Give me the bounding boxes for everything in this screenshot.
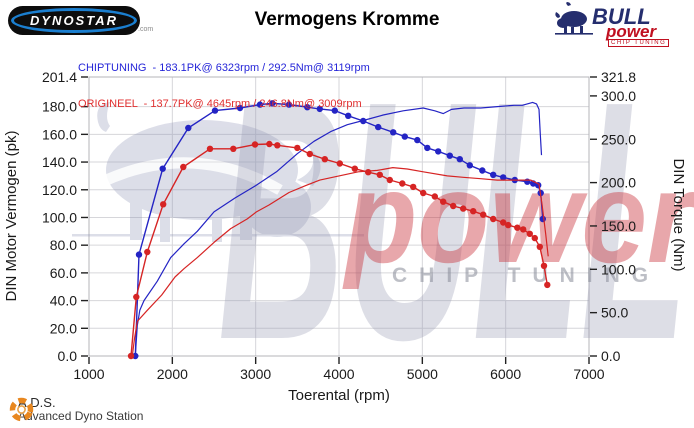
chip-tuning-logo-text: CHIP TUNING — [608, 39, 670, 47]
ads-swirl-icon — [9, 397, 34, 422]
svg-text:100.0: 100.0 — [601, 261, 636, 277]
svg-text:0.0: 0.0 — [58, 348, 78, 364]
svg-text:50.0: 50.0 — [601, 305, 628, 321]
svg-text:20.0: 20.0 — [50, 320, 77, 336]
svg-text:5000: 5000 — [407, 366, 438, 382]
svg-text:321.8: 321.8 — [601, 69, 636, 85]
svg-text:3000: 3000 — [240, 366, 271, 382]
series-left-d62424 — [131, 167, 549, 357]
svg-text:2000: 2000 — [157, 366, 188, 382]
x-axis-title: Toerental (rpm) — [288, 387, 390, 404]
svg-text:200.0: 200.0 — [601, 175, 636, 191]
bull-logo-text: BULL — [592, 4, 651, 29]
power-logo-text: power — [606, 22, 657, 41]
svg-text:6000: 6000 — [490, 366, 521, 382]
ads-abbr: A.D.S. — [18, 395, 56, 410]
svg-text:100.0: 100.0 — [42, 209, 77, 225]
svg-text:180.0: 180.0 — [42, 99, 77, 115]
svg-text:7000: 7000 — [573, 366, 604, 382]
svg-text:140.0: 140.0 — [42, 154, 77, 170]
dynostar-logo-text: DYNOSTAR — [30, 13, 118, 28]
ads-full-name: Advanced Dyno Station — [18, 409, 144, 423]
axis-layer: 0.0 20.0 40.0 60.0 80.0 100.0 120.0 140.0 160.0 1… — [42, 69, 636, 382]
svg-text:80.0: 80.0 — [50, 237, 77, 253]
legend-chiptuning: CHIPTUNING - 183.1PK@ 6323rpm / 292.5Nm@… — [78, 62, 370, 74]
svg-text:1000: 1000 — [73, 366, 104, 382]
chart-legend: CHIPTUNING - 183.1PK@ 6323rpm / 292.5Nm@… — [78, 38, 370, 134]
svg-text:201.4: 201.4 — [42, 69, 77, 85]
dynostar-domain-text: .com — [138, 26, 154, 33]
page-title: Vermogens Kromme — [254, 9, 440, 30]
chip-tuning-text-watermark: CHIP TUNING — [392, 264, 660, 287]
dynostar-logo: DYNOSTAR — [8, 6, 140, 35]
svg-text:300.0: 300.0 — [601, 88, 636, 104]
legend-origineel: ORIGINEEL - 137.7PK@ 4645rpm / 246.8Nm@ … — [78, 98, 362, 110]
svg-text:60.0: 60.0 — [50, 265, 77, 281]
y-axis-left-title: DIN Motor Vermogen (pk) — [3, 131, 20, 302]
svg-text:250.0: 250.0 — [601, 131, 636, 147]
bull-icon — [555, 2, 593, 35]
y-axis-right-title: DIN Torque (Nm) — [670, 158, 687, 271]
series-layer — [127, 100, 551, 360]
bull-text-watermark: BULL — [218, 31, 688, 411]
bullpower-logo: BULL power CHIP TUNING — [554, 2, 670, 49]
svg-text:0.0: 0.0 — [601, 348, 621, 364]
svg-text:40.0: 40.0 — [50, 293, 77, 309]
series-right-d62424 — [127, 140, 551, 360]
grid-layer — [88, 76, 590, 357]
svg-text:4000: 4000 — [323, 366, 354, 382]
svg-text:160.0: 160.0 — [42, 126, 77, 142]
svg-text:120.0: 120.0 — [42, 182, 77, 198]
svg-text:150.0: 150.0 — [601, 218, 636, 234]
ads-branding: A.D.S. Advanced Dyno Station — [8, 396, 143, 423]
